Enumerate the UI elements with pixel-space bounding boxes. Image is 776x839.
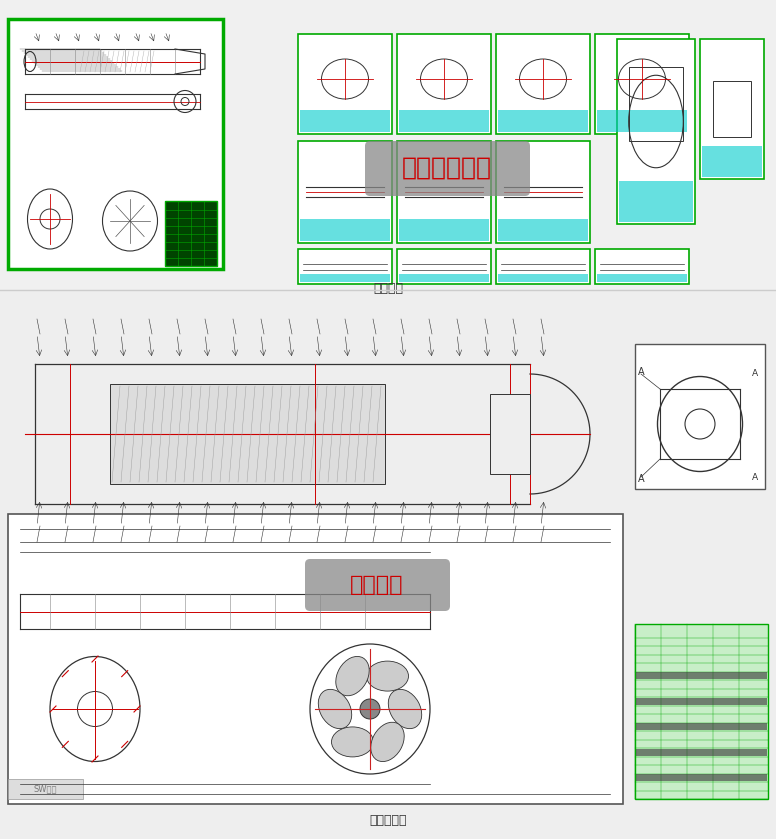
Bar bbox=[399, 219, 489, 241]
Bar bbox=[498, 110, 588, 132]
Bar bbox=[635, 344, 765, 489]
Bar bbox=[713, 81, 751, 137]
Text: A: A bbox=[638, 474, 644, 484]
Bar bbox=[399, 274, 489, 282]
Text: A: A bbox=[752, 472, 758, 482]
Bar bbox=[597, 274, 687, 282]
Bar bbox=[496, 34, 590, 134]
Bar bbox=[595, 34, 689, 134]
Bar bbox=[110, 384, 385, 484]
Bar bbox=[8, 514, 623, 804]
FancyBboxPatch shape bbox=[365, 141, 530, 196]
Ellipse shape bbox=[331, 727, 373, 757]
Bar bbox=[629, 67, 684, 141]
Bar bbox=[597, 110, 687, 132]
Text: SW模型: SW模型 bbox=[33, 784, 57, 794]
FancyBboxPatch shape bbox=[305, 559, 450, 611]
Text: A: A bbox=[638, 367, 644, 377]
Text: 全套二维图纸: 全套二维图纸 bbox=[402, 156, 492, 180]
Ellipse shape bbox=[388, 690, 421, 729]
Ellipse shape bbox=[366, 661, 408, 691]
Bar bbox=[498, 274, 588, 282]
Bar bbox=[397, 249, 491, 284]
Text: 水下机器人: 水下机器人 bbox=[369, 815, 407, 827]
Text: 总装配图: 总装配图 bbox=[350, 575, 404, 595]
Bar bbox=[300, 274, 390, 282]
Bar bbox=[300, 110, 390, 132]
Bar bbox=[635, 624, 768, 799]
Bar bbox=[397, 141, 491, 243]
Bar bbox=[595, 249, 689, 284]
Bar bbox=[496, 141, 590, 243]
Bar bbox=[165, 201, 217, 266]
Bar bbox=[619, 181, 693, 222]
Bar bbox=[636, 697, 767, 705]
Bar bbox=[636, 748, 767, 755]
Text: A: A bbox=[752, 369, 758, 378]
Bar bbox=[636, 723, 767, 730]
Bar bbox=[8, 779, 83, 799]
Bar bbox=[702, 146, 762, 177]
Bar bbox=[700, 39, 764, 179]
Bar bbox=[399, 110, 489, 132]
Bar bbox=[636, 672, 767, 679]
Bar bbox=[636, 774, 767, 781]
Bar bbox=[498, 219, 588, 241]
Text: 全部图纸: 全部图纸 bbox=[373, 282, 403, 294]
Bar bbox=[298, 34, 392, 134]
Polygon shape bbox=[490, 394, 530, 474]
Ellipse shape bbox=[336, 656, 369, 696]
Bar bbox=[300, 219, 390, 241]
Bar bbox=[496, 249, 590, 284]
Bar bbox=[298, 249, 392, 284]
Bar bbox=[298, 141, 392, 243]
Bar bbox=[0, 0, 776, 290]
Bar bbox=[397, 34, 491, 134]
Bar bbox=[8, 19, 223, 269]
Bar bbox=[0, 290, 776, 839]
Bar bbox=[617, 39, 695, 224]
Ellipse shape bbox=[371, 722, 404, 762]
Ellipse shape bbox=[360, 699, 380, 719]
Ellipse shape bbox=[318, 690, 352, 729]
